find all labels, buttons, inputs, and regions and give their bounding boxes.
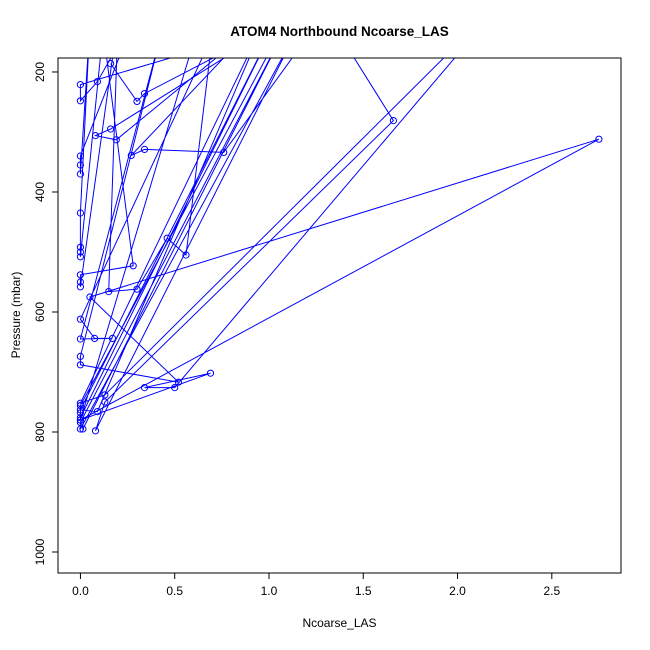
data-point-marker xyxy=(595,135,603,143)
y-tick-label: 200 xyxy=(33,62,47,82)
data-point-marker xyxy=(91,334,99,342)
data-point-marker xyxy=(191,39,197,45)
data-point-marker xyxy=(79,425,87,433)
data-point-marker xyxy=(76,416,85,424)
data-point-marker xyxy=(76,278,85,286)
data-point-marker xyxy=(76,248,85,256)
data-point-marker xyxy=(105,288,113,296)
data-point-marker xyxy=(174,378,183,386)
data-point-marker xyxy=(76,352,85,360)
data-point-marker xyxy=(107,60,115,68)
x-tick-label: 1.0 xyxy=(261,584,278,598)
data-point-marker xyxy=(76,161,85,169)
data-point-marker xyxy=(76,402,85,410)
data-point-marker xyxy=(76,409,85,417)
x-tick-label: 0.0 xyxy=(72,584,89,598)
data-point-marker xyxy=(76,406,85,414)
data-point-marker xyxy=(76,253,85,261)
data-point-marker xyxy=(76,97,85,105)
data-point-marker xyxy=(163,234,171,242)
data-point-marker xyxy=(389,117,397,125)
data-point-marker xyxy=(76,414,85,422)
data-point-marker xyxy=(107,125,115,133)
data-point-marker xyxy=(76,170,85,178)
data-point-marker xyxy=(91,132,100,140)
y-axis-label: Pressure (mbar) xyxy=(9,271,23,359)
data-point-marker xyxy=(91,427,100,435)
data-point-marker xyxy=(129,262,137,270)
y-tick-label: 400 xyxy=(33,182,47,202)
data-point-marker xyxy=(171,384,179,392)
data-point-marker xyxy=(266,9,272,15)
chart-title: ATOM4 Northbound Ncoarse_LAS xyxy=(230,24,449,39)
data-point-marker xyxy=(93,408,102,416)
data-point-marker xyxy=(76,283,85,291)
data-point-marker xyxy=(86,293,94,301)
data-point-marker xyxy=(101,398,109,406)
x-tick-label: 1.5 xyxy=(355,584,372,598)
data-point-marker xyxy=(76,271,85,279)
data-point-marker xyxy=(76,315,85,323)
data-point-marker xyxy=(220,148,228,156)
plot-border xyxy=(57,57,622,574)
data-point-marker xyxy=(322,9,328,15)
data-point-marker xyxy=(275,15,281,21)
data-point-marker xyxy=(127,151,135,159)
x-tick-label: 0.5 xyxy=(166,584,183,598)
data-point-marker xyxy=(140,145,149,153)
x-tick-label: 2.0 xyxy=(449,584,466,598)
data-point-marker xyxy=(108,334,117,342)
data-point-marker xyxy=(140,384,149,392)
x-tick-label: 2.5 xyxy=(543,584,560,598)
data-point-marker xyxy=(76,335,85,343)
data-point-marker xyxy=(206,369,215,377)
data-point-marker xyxy=(76,361,85,369)
data-point-marker xyxy=(162,15,168,21)
data-point-marker xyxy=(134,9,140,15)
data-point-marker xyxy=(115,15,121,21)
profile-line-path xyxy=(79,58,600,432)
y-tick-label: 600 xyxy=(33,302,47,322)
x-axis-label: Ncoarse_LAS xyxy=(302,616,377,630)
data-point-marker xyxy=(182,251,190,259)
y-tick-label: 800 xyxy=(33,422,47,442)
data-point-marker xyxy=(93,78,102,86)
data-point-marker xyxy=(112,136,120,144)
data-point-marker xyxy=(76,81,85,89)
data-point-marker xyxy=(133,97,141,106)
data-point-marker xyxy=(133,285,141,293)
data-point-marker xyxy=(140,90,149,98)
y-tick-label: 1000 xyxy=(33,538,47,565)
data-point-marker xyxy=(76,152,85,160)
data-point-marker xyxy=(76,209,85,217)
data-point-marker xyxy=(76,425,85,433)
data-point-marker xyxy=(101,391,109,399)
data-point-marker xyxy=(76,243,85,251)
